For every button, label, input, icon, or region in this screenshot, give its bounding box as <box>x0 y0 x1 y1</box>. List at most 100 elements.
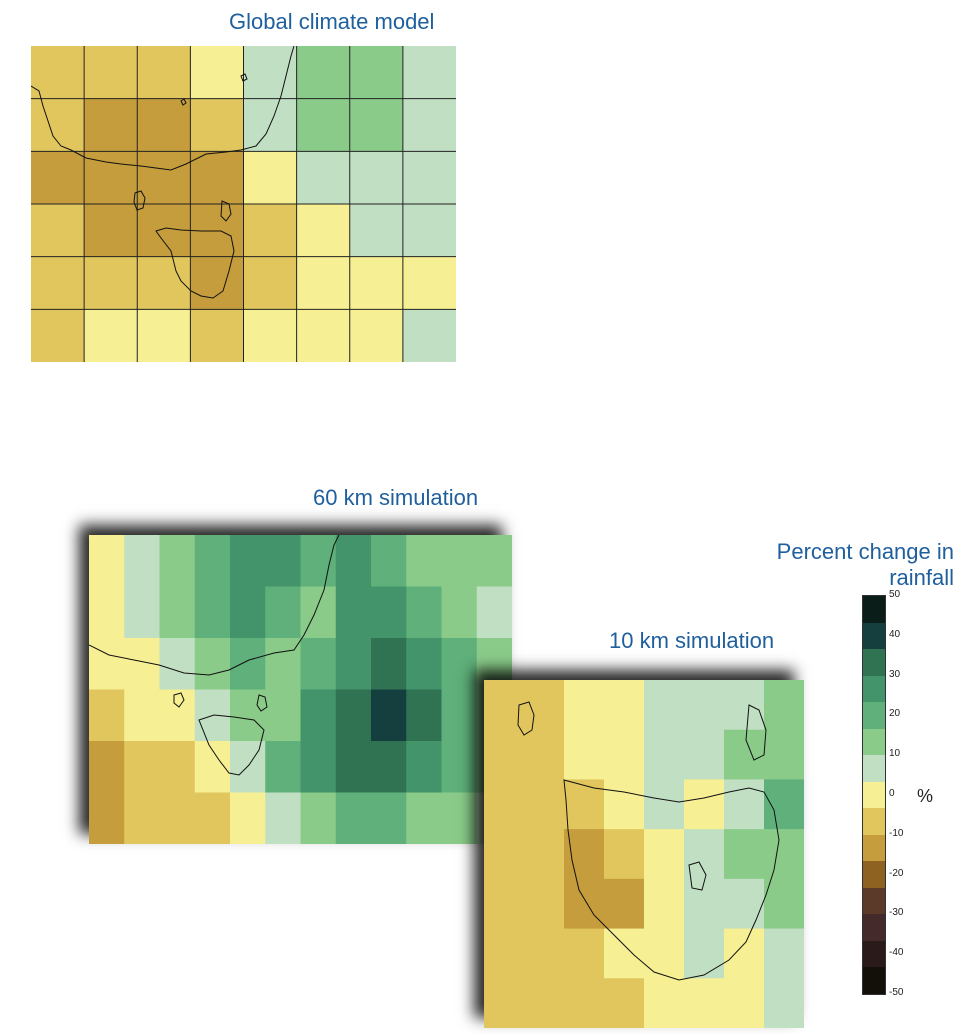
colorbar-segment <box>863 940 885 968</box>
sim60-cell <box>124 689 160 742</box>
sim60-cell <box>371 638 407 690</box>
global-model-cell <box>137 309 191 362</box>
colorbar-segment <box>863 781 885 809</box>
global-model-cell <box>296 204 351 258</box>
global-model-cell <box>31 309 85 362</box>
global-model-cell <box>84 256 138 310</box>
sim60-cell <box>89 792 125 844</box>
sim10-cell <box>724 829 765 880</box>
sim10-cell <box>564 779 605 830</box>
global-model-cell <box>84 151 138 205</box>
global-model-cell <box>31 151 85 205</box>
sim60-cell <box>230 535 266 587</box>
sim60-cell <box>124 586 160 639</box>
sim60-cell <box>159 689 196 742</box>
sim60-cell <box>194 535 231 587</box>
colorbar-tick-label: -30 <box>889 907 904 919</box>
colorbar-tick-label: 20 <box>889 708 901 720</box>
global-model-cell <box>296 256 351 310</box>
global-model-cell <box>84 98 138 152</box>
global-model-cell <box>190 256 244 310</box>
colorbar-segment <box>863 861 885 889</box>
sim60-cell <box>441 586 478 639</box>
global-model-cell <box>31 46 85 100</box>
global-model-cell <box>31 204 85 258</box>
global-model-cell <box>243 204 298 258</box>
sim10-grid <box>484 680 804 1028</box>
colorbar-segment <box>863 887 885 915</box>
global-model-cell <box>137 151 191 205</box>
colorbar-segment <box>863 675 885 703</box>
global-model-cell <box>84 309 138 362</box>
global-model-cell <box>402 204 456 258</box>
global-model-cell <box>190 309 244 362</box>
sim60-cell <box>230 741 266 793</box>
sim60-cell <box>441 689 478 742</box>
sim10-cell <box>524 729 565 780</box>
legend-title: Percent change in rainfall <box>694 539 954 591</box>
global-model-cell <box>137 98 191 152</box>
sim60-cell <box>265 792 301 844</box>
global-model-cell <box>137 204 191 258</box>
global-model-cell <box>190 98 244 152</box>
global-model-cell <box>296 98 351 152</box>
colorbar-tick-label: 10 <box>889 748 901 760</box>
sim10-map <box>484 680 804 1028</box>
global-model-cell <box>190 151 244 205</box>
sim60-cell <box>441 638 478 690</box>
sim60-cell <box>371 535 407 587</box>
sim60-cell <box>194 792 231 844</box>
sim10-cell <box>604 878 645 930</box>
global-coastline <box>31 46 295 299</box>
sim10-cell <box>564 928 605 979</box>
colorbar-segment <box>863 967 885 995</box>
sim10-cell <box>604 928 645 979</box>
sim60-map <box>89 535 512 844</box>
sim10-cell <box>644 829 685 880</box>
global-model-cell <box>137 46 191 100</box>
sim10-cell <box>724 878 765 930</box>
sim60-cell <box>371 586 407 639</box>
sim10-cell <box>684 978 725 1028</box>
sim60-cell <box>335 535 372 587</box>
sim10-cell <box>484 878 525 930</box>
sim60-cell <box>476 535 512 587</box>
sim60-cell <box>230 689 266 742</box>
sim60-cell <box>265 535 301 587</box>
sim60-cell <box>441 792 478 844</box>
global-model-cell <box>296 151 351 205</box>
global-model-cell <box>296 46 351 100</box>
colorbar-segment <box>863 649 885 677</box>
sim60-cell <box>265 638 301 690</box>
global-model-cell <box>349 46 404 100</box>
sim60-cell <box>89 638 125 690</box>
colorbar-tick-label: -20 <box>889 867 904 879</box>
colorbar-segment <box>863 834 885 862</box>
global-model-cell <box>349 309 404 362</box>
sim10-cell <box>644 878 685 930</box>
sim60-cell <box>159 741 196 793</box>
sim10-cell <box>564 978 605 1028</box>
legend-unit: % <box>917 786 934 806</box>
sim60-cell <box>89 741 125 793</box>
sim60-grid <box>89 535 512 844</box>
global-model-title: Global climate model <box>229 9 435 34</box>
sim10-cell <box>484 928 525 979</box>
colorbar-tick-label: -10 <box>889 827 904 839</box>
sim10-cell <box>524 878 565 930</box>
colorbar-segment <box>863 755 885 783</box>
sim60-cell <box>406 792 442 844</box>
sim10-cell <box>684 928 725 979</box>
sim10-cell <box>564 680 605 731</box>
sim10-cell <box>724 779 765 830</box>
sim60-cell <box>265 741 301 793</box>
sim60-cell <box>371 689 407 742</box>
global-model-cell <box>402 151 456 205</box>
global-model-cell <box>402 46 456 100</box>
sim10-cell <box>564 729 605 780</box>
sim60-cell <box>335 586 372 639</box>
sim10-cell <box>484 829 525 880</box>
sim60-cell <box>89 586 125 639</box>
global-model-cell <box>84 46 138 100</box>
global-model-grid <box>31 46 456 362</box>
